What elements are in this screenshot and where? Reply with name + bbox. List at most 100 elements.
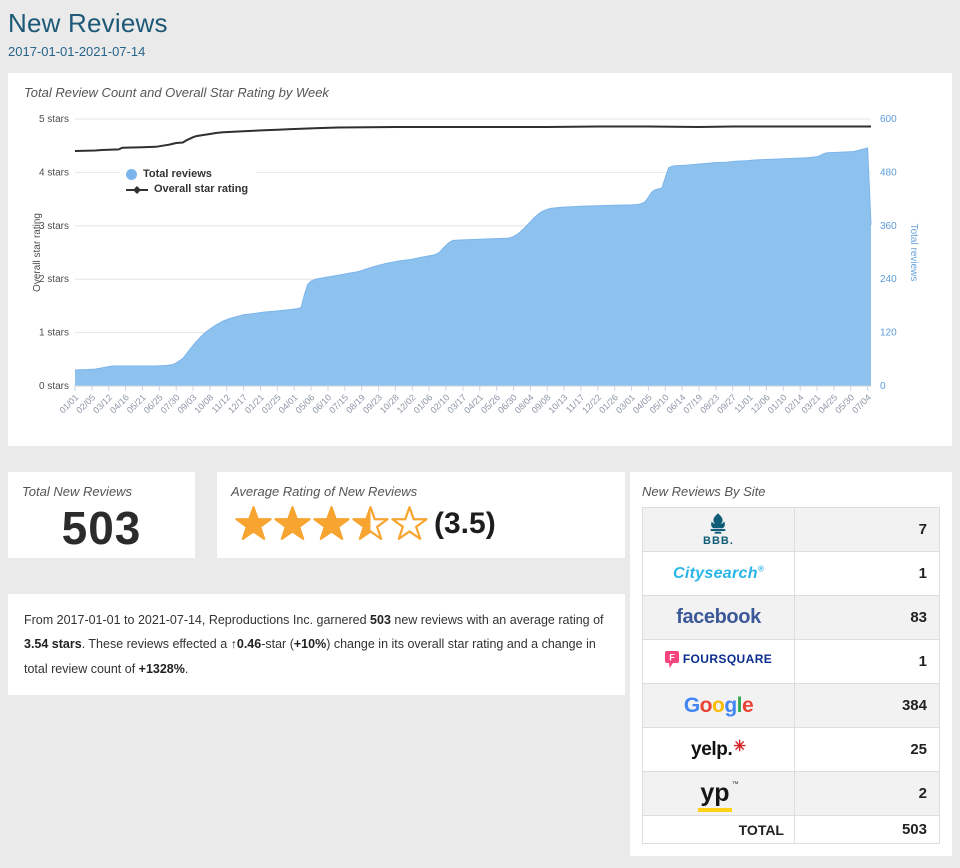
y-left-axis-title: Overall star rating (32, 213, 43, 292)
reviews-chart: 0 stars 0 1 stars 120 2 stars 240 3 stars 360 4 … (32, 114, 919, 415)
total-review-count: 503 (794, 815, 940, 844)
total-reviews-marker-icon (126, 169, 137, 180)
svg-text:F: F (669, 652, 675, 662)
yelp-burst-icon: ✳ (733, 737, 746, 755)
site-row-foursquare: F FOURSQUARE 1 (642, 639, 940, 684)
site-row-google: Google 384 (642, 683, 940, 728)
chart-title: Total Review Count and Overall Star Rati… (24, 85, 329, 100)
site-review-count: 1 (794, 551, 940, 596)
chart-legend: Total reviews Overall star rating (120, 164, 257, 201)
site-logo-cell: yp ™ (642, 771, 795, 816)
x-tick-label: 10/13 (546, 392, 569, 415)
google-letter: o (699, 693, 713, 717)
yelp-logo: yelp. ✳ (691, 737, 746, 760)
google-letter: g (724, 693, 737, 717)
total-reviews-area[interactable] (75, 147, 871, 386)
summary-fragment: -star ( (261, 637, 294, 652)
summary-card: From 2017-01-01 to 2021-07-14, Reproduct… (8, 594, 625, 696)
chart-card: Total Review Count and Overall Star Rati… (8, 73, 952, 446)
site-logo-cell: Google (642, 683, 795, 728)
star-rating-display: (3.5) (231, 505, 611, 542)
site-row-facebook: facebook 83 (642, 595, 940, 640)
google-letter: l (736, 693, 743, 717)
facebook-logo: facebook (676, 606, 761, 628)
rating-value: (3.5) (434, 506, 496, 540)
legend-label: Total reviews (143, 168, 212, 180)
page-title: New Reviews (8, 8, 168, 38)
bbb-torch-icon (711, 512, 726, 534)
total-new-reviews-value: 503 (61, 502, 142, 554)
left-column: Total New Reviews 503 Average Rating of … (8, 472, 625, 856)
report-header: New Reviews 2017-01-01-2021-07-14 (8, 8, 952, 59)
total-row-label: TOTAL (642, 815, 795, 844)
summary-fragment: new reviews with an average rating of (390, 613, 604, 627)
site-row-citysearch: Citysearch® 1 (642, 551, 940, 596)
site-logo-cell: Citysearch® (642, 551, 795, 596)
google-letter: e (741, 693, 754, 717)
chart-area: 0 stars 0 1 stars 120 2 stars 240 3 stars 360 4 … (24, 106, 936, 438)
reviews-by-site-title: New Reviews By Site (642, 484, 766, 499)
site-review-count: 25 (794, 727, 940, 772)
summary-highlight: +1328% (138, 661, 185, 676)
y-right-tick-label: 480 (880, 167, 897, 178)
site-row-bbb: BBB. 7 (642, 507, 940, 552)
foursquare-flag-icon: F (664, 650, 679, 668)
site-logo-cell: yelp. ✳ (642, 727, 795, 772)
bbb-logo: BBB. (703, 512, 734, 547)
summary-fragment: . These reviews effected a ↑ (81, 637, 237, 652)
total-reviews-area-edge (74, 147, 872, 371)
citysearch-logo: Citysearch® (672, 564, 765, 582)
summary-fragment: . (184, 661, 189, 676)
y-left-tick-label: 1 stars (39, 328, 69, 339)
date-range: 2017-01-01-2021-07-14 (8, 44, 146, 59)
summary-fragment: From 2017-01-01 to 2021-07-14, Reproduct… (24, 613, 371, 627)
half-star-icon (352, 506, 389, 540)
site-row-yp: yp ™ 2 (642, 771, 940, 816)
y-left-tick-label: 4 stars (39, 167, 69, 178)
y-left-tick-label: 5 stars (39, 114, 69, 125)
legend-label: Overall star rating (154, 183, 249, 195)
site-logo-cell: F FOURSQUARE (642, 639, 795, 684)
google-letter: G (683, 693, 700, 717)
total-new-reviews-card: Total New Reviews 503 (8, 472, 195, 558)
overall-star-rating-line[interactable] (74, 125, 871, 152)
summary-highlight: 0.46 (236, 637, 262, 652)
y-left-tick-label: 2 stars (39, 274, 69, 285)
foursquare-logo: F FOURSQUARE (664, 650, 772, 668)
reviews-by-site-table: BBB. 7 Citysearch® 1 facebook 83 F FOURSQU… (642, 507, 940, 844)
full-star-icon (313, 506, 350, 540)
legend-item-total-reviews[interactable]: Total reviews (126, 167, 248, 182)
total-row: TOTAL 503 (642, 815, 940, 844)
site-review-count: 2 (794, 771, 940, 816)
lower-section: Total New Reviews 503 Average Rating of … (8, 472, 952, 856)
y-left-tick-label: 3 stars (39, 221, 69, 232)
summary-text: From 2017-01-01 to 2021-07-14, Reproduct… (24, 613, 604, 676)
line-diamond-marker-icon (126, 185, 148, 194)
y-right-tick-label: 120 (880, 328, 897, 339)
stat-cards-row: Total New Reviews 503 Average Rating of … (8, 472, 625, 558)
x-tick-label: 10/08 (192, 392, 215, 415)
site-row-yelp: yelp. ✳ 25 (642, 727, 940, 772)
site-review-count: 384 (794, 683, 940, 728)
total-new-reviews-label: Total New Reviews (22, 484, 133, 499)
y-right-tick-label: 360 (880, 221, 897, 232)
google-letter: o (711, 693, 725, 717)
legend-item-overall-star-rating[interactable]: Overall star rating (126, 182, 248, 197)
site-logo-cell: BBB. (642, 507, 795, 552)
summary-highlight: 3.54 stars (24, 637, 82, 652)
summary-highlight: +10% (293, 637, 327, 652)
site-logo-cell: facebook (642, 595, 795, 640)
average-rating-label: Average Rating of New Reviews (231, 484, 418, 499)
full-star-icon (274, 506, 311, 540)
summary-highlight: 503 (370, 613, 391, 627)
x-tick-label: 07/04 (850, 392, 873, 415)
yp-logo: yp ™ (698, 779, 739, 812)
y-right-axis-title: Total reviews (908, 224, 919, 282)
y-left-tick-label: 0 stars (39, 381, 69, 392)
site-review-count: 7 (794, 507, 940, 552)
y-right-tick-label: 240 (880, 274, 897, 285)
star-icons (235, 505, 428, 542)
y-right-tick-label: 600 (880, 114, 897, 125)
